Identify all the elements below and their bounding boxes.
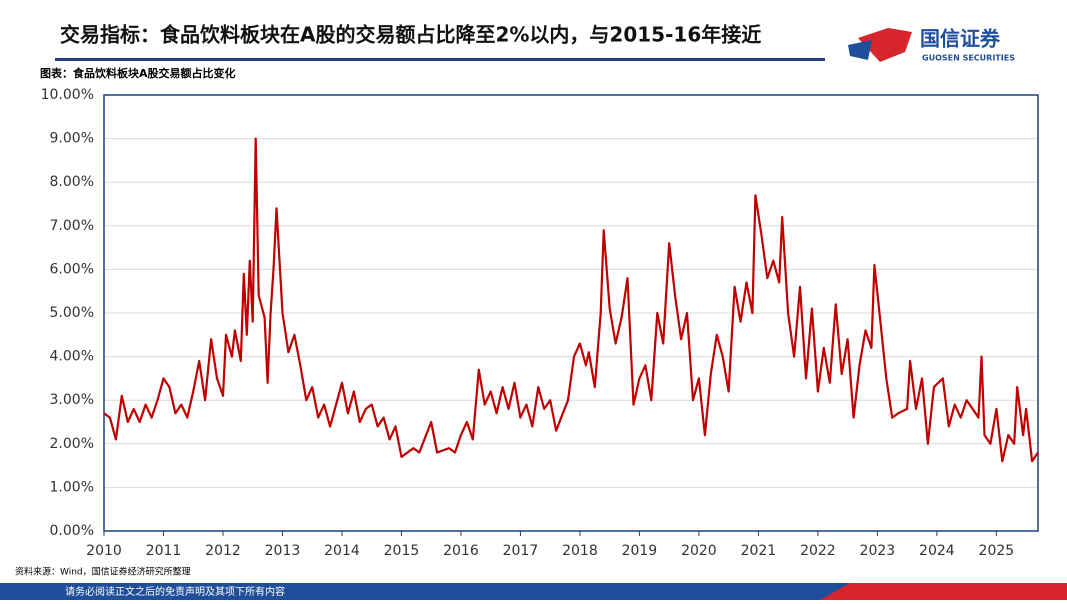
x-tick-label: 2023 (860, 543, 896, 559)
plot-frame (103, 94, 1039, 532)
y-tick-label: 6.00% (50, 261, 94, 277)
footer-bar (0, 583, 1067, 600)
x-tick-label: 2024 (919, 543, 955, 559)
y-tick-label: 4.00% (50, 349, 94, 365)
y-tick-label: 5.00% (50, 305, 94, 321)
x-tick-label: 2025 (979, 543, 1015, 559)
y-tick-label: 3.00% (50, 392, 94, 408)
x-tick-label: 2019 (622, 543, 658, 559)
x-tick-label: 2010 (86, 543, 122, 559)
footer-text: 请务必阅读正文之后的免责声明及其项下所有内容 (65, 585, 285, 598)
x-tick-label: 2014 (324, 543, 360, 559)
line-series (103, 137, 1039, 463)
x-tick-label: 2021 (741, 543, 777, 559)
logo-icon (848, 40, 872, 60)
x-tick-label: 2022 (800, 543, 836, 559)
x-tick-label: 2011 (146, 543, 182, 559)
y-tick-label: 1.00% (50, 479, 94, 495)
y-tick-label: 2.00% (50, 436, 94, 452)
x-tick-label: 2015 (384, 543, 420, 559)
y-tick-label: 0.00% (50, 523, 94, 539)
logo-en: GUOSEN SECURITIES (922, 54, 1015, 63)
title-rule (55, 58, 825, 61)
x-tick-label: 2018 (562, 543, 598, 559)
logo-text: 国信证券 (920, 27, 1001, 51)
x-tick-label: 2017 (503, 543, 539, 559)
y-tick-label: 8.00% (50, 174, 94, 190)
y-tick-label: 7.00% (50, 218, 94, 234)
footer-accent (820, 583, 1067, 600)
x-tick-label: 2013 (265, 543, 301, 559)
chart-title: 交易指标：食品饮料板块在A股的交易额占比降至2%以内，与2015-16年接近 (60, 23, 761, 47)
x-tick-label: 2016 (443, 543, 479, 559)
x-tick-label: 2012 (205, 543, 241, 559)
y-tick-label: 9.00% (50, 131, 94, 147)
logo-icon (858, 28, 912, 62)
source: 资料来源：Wind，国信证券经济研究所整理 (15, 566, 191, 578)
y-tick-label: 10.00% (41, 87, 94, 103)
x-tick-label: 2020 (681, 543, 717, 559)
subtitle: 图表：食品饮料板块A股交易额占比变化 (40, 66, 236, 80)
